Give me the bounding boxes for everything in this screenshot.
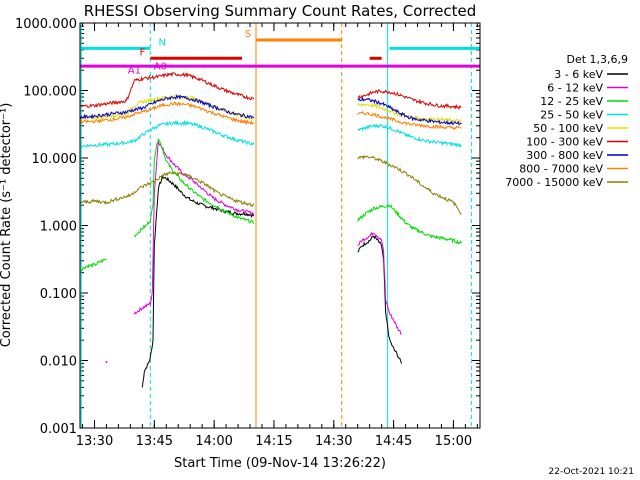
legend-label: 6 - 12 keV [547,82,603,95]
chart-title: RHESSI Observing Summary Count Rates, Co… [84,2,477,20]
y-tick-label: 0.100 [40,287,77,302]
legend-label: 25 - 50 keV [540,109,603,122]
series-line [80,71,255,109]
x-tick-label: 14:15 [255,434,292,449]
series-line [80,258,107,272]
x-tick-label: 15:00 [435,434,472,449]
series-line [80,101,255,126]
series-point [105,361,108,364]
series-line [357,231,402,335]
y-tick-label: 1.000 [40,220,77,235]
state-bar-label: S [245,29,251,40]
legend-label: 50 - 100 keV [533,122,603,135]
x-tick-label: 13:45 [136,434,173,449]
state-bar-label: F [139,47,145,58]
attenuator-label: A0 [154,61,167,72]
series-line [357,235,403,364]
series-line [80,170,255,208]
x-tick-label: 14:45 [375,434,412,449]
x-tick-label: 14:30 [315,434,352,449]
series-line [141,175,254,388]
series-line [80,94,255,120]
y-tick-label: 1000.000 [15,17,77,32]
legend-label: 800 - 7000 keV [519,163,603,176]
series-line [357,110,462,131]
plot-area: 0.001 0.010 0.100 1.000 10.000 100.000 1000.00… [15,17,480,449]
y-tick-label: 0.001 [40,422,77,437]
legend-label: 3 - 6 keV [554,68,603,81]
y-axis-title: Corrected Count Rate (s⁻¹ detector⁻¹) [0,103,14,348]
series-line [357,203,462,245]
x-axis-title: Start Time (09-Nov-14 13:26:22) [174,456,386,471]
y-tick-label: 10.000 [32,152,78,167]
legend-title: Det 1,3,6,9 [566,53,628,66]
legend-label: 12 - 25 keV [540,95,603,108]
plot-frame [79,22,481,429]
legend-label: 100 - 300 keV [526,136,603,149]
series-line [357,102,462,124]
series-line [357,122,462,148]
legend-label: 300 - 800 keV [526,149,603,162]
x-tick-label: 13:30 [76,434,113,449]
series-line [357,96,462,126]
footer-date: 22-Oct-2021 10:21 [549,467,634,477]
x-tick-label: 14:00 [195,434,232,449]
y-tick-label: 100.000 [23,85,77,100]
series-line [357,89,462,110]
attenuator-label: A1 [128,65,141,76]
series-line [133,141,255,315]
y-tick-label: 0.010 [40,355,77,370]
series-line [357,154,462,215]
legend-label: 7000 - 15000 keV [505,176,603,189]
state-bar-label: N [159,37,166,48]
series-line [133,137,255,238]
series-line [80,119,255,149]
